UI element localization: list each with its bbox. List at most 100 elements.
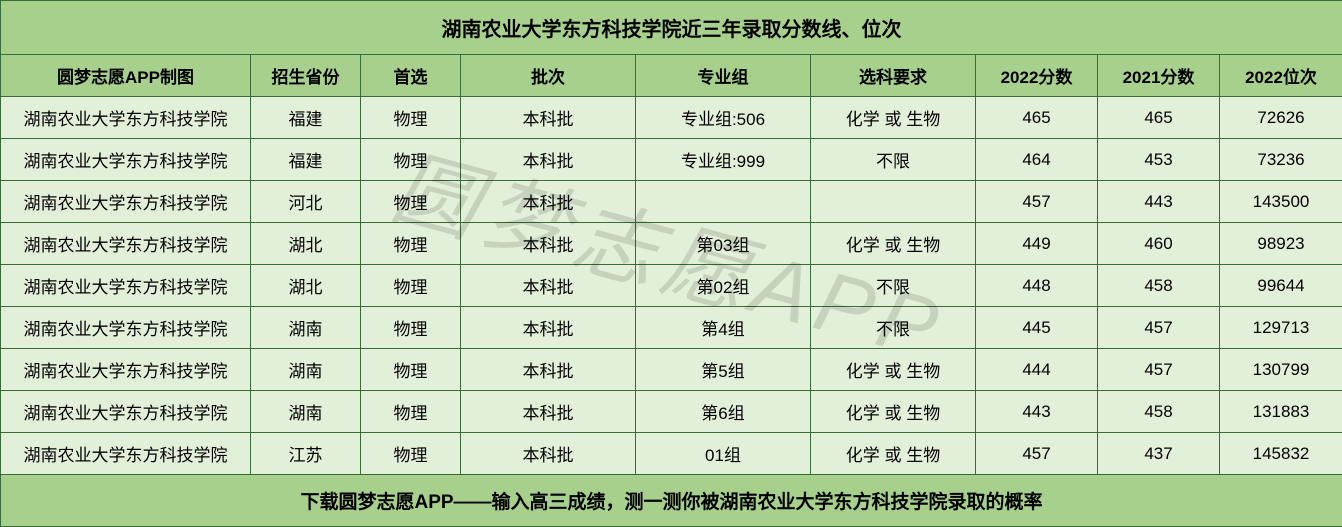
table-row: 湖南农业大学东方科技学院福建物理本科批专业组:506化学 或 生物4654657…	[1, 97, 1342, 139]
cell-rank2022: 129713	[1220, 307, 1342, 349]
cell-province: 福建	[251, 139, 361, 181]
cell-rank2022: 72626	[1220, 97, 1342, 139]
cell-score2021: 437	[1098, 433, 1220, 475]
cell-group: 专业组:999	[636, 139, 811, 181]
col-header-group: 专业组	[636, 55, 811, 97]
cell-req: 不限	[811, 307, 976, 349]
cell-rank2022: 73236	[1220, 139, 1342, 181]
cell-batch: 本科批	[461, 349, 636, 391]
table-row: 湖南农业大学东方科技学院福建物理本科批专业组:999不限46445373236	[1, 139, 1342, 181]
cell-score2022: 449	[976, 223, 1098, 265]
col-header-province: 招生省份	[251, 55, 361, 97]
cell-score2022: 444	[976, 349, 1098, 391]
col-header-first: 首选	[361, 55, 461, 97]
cell-score2022: 445	[976, 307, 1098, 349]
cell-score2021: 453	[1098, 139, 1220, 181]
table-row: 湖南农业大学东方科技学院湖北物理本科批第03组化学 或 生物4494609892…	[1, 223, 1342, 265]
col-header-rank2022: 2022位次	[1220, 55, 1342, 97]
cell-group: 第4组	[636, 307, 811, 349]
cell-province: 湖南	[251, 307, 361, 349]
table-title: 湖南农业大学东方科技学院近三年录取分数线、位次	[1, 1, 1342, 55]
col-header-req: 选科要求	[811, 55, 976, 97]
cell-score2022: 443	[976, 391, 1098, 433]
cell-province: 湖南	[251, 349, 361, 391]
cell-group: 第5组	[636, 349, 811, 391]
cell-first: 物理	[361, 265, 461, 307]
table-footer: 下载圆梦志愿APP——输入高三成绩，测一测你被湖南农业大学东方科技学院录取的概率	[1, 475, 1342, 527]
cell-first: 物理	[361, 307, 461, 349]
cell-batch: 本科批	[461, 97, 636, 139]
col-header-score2022: 2022分数	[976, 55, 1098, 97]
cell-group: 01组	[636, 433, 811, 475]
cell-batch: 本科批	[461, 391, 636, 433]
cell-batch: 本科批	[461, 223, 636, 265]
cell-score2022: 465	[976, 97, 1098, 139]
table-row: 湖南农业大学东方科技学院湖南物理本科批第5组化学 或 生物44445713079…	[1, 349, 1342, 391]
cell-group: 第02组	[636, 265, 811, 307]
table-row: 湖南农业大学东方科技学院湖北物理本科批第02组不限44845899644	[1, 265, 1342, 307]
header-row: 圆梦志愿APP制图 招生省份 首选 批次 专业组 选科要求 2022分数 202…	[1, 55, 1342, 97]
cell-req: 化学 或 生物	[811, 349, 976, 391]
cell-school: 湖南农业大学东方科技学院	[1, 433, 251, 475]
cell-province: 福建	[251, 97, 361, 139]
cell-province: 湖北	[251, 223, 361, 265]
cell-rank2022: 98923	[1220, 223, 1342, 265]
table-row: 湖南农业大学东方科技学院湖南物理本科批第6组化学 或 生物44345813188…	[1, 391, 1342, 433]
cell-school: 湖南农业大学东方科技学院	[1, 349, 251, 391]
cell-first: 物理	[361, 139, 461, 181]
cell-first: 物理	[361, 223, 461, 265]
table-row: 湖南农业大学东方科技学院江苏物理本科批01组化学 或 生物45743714583…	[1, 433, 1342, 475]
cell-score2021: 465	[1098, 97, 1220, 139]
cell-req: 化学 或 生物	[811, 97, 976, 139]
cell-rank2022: 145832	[1220, 433, 1342, 475]
cell-group: 第03组	[636, 223, 811, 265]
cell-score2021: 458	[1098, 265, 1220, 307]
table-row: 湖南农业大学东方科技学院河北物理本科批457443143500	[1, 181, 1342, 223]
cell-school: 湖南农业大学东方科技学院	[1, 307, 251, 349]
cell-req: 不限	[811, 139, 976, 181]
cell-group	[636, 181, 811, 223]
cell-province: 湖南	[251, 391, 361, 433]
cell-rank2022: 131883	[1220, 391, 1342, 433]
cell-school: 湖南农业大学东方科技学院	[1, 265, 251, 307]
cell-score2021: 458	[1098, 391, 1220, 433]
cell-school: 湖南农业大学东方科技学院	[1, 139, 251, 181]
cell-batch: 本科批	[461, 307, 636, 349]
cell-first: 物理	[361, 97, 461, 139]
cell-score2021: 457	[1098, 307, 1220, 349]
cell-batch: 本科批	[461, 265, 636, 307]
col-header-school: 圆梦志愿APP制图	[1, 55, 251, 97]
cell-rank2022: 143500	[1220, 181, 1342, 223]
title-row: 湖南农业大学东方科技学院近三年录取分数线、位次	[1, 1, 1342, 55]
cell-score2022: 457	[976, 181, 1098, 223]
col-header-score2021: 2021分数	[1098, 55, 1220, 97]
cell-first: 物理	[361, 391, 461, 433]
cell-rank2022: 99644	[1220, 265, 1342, 307]
cell-batch: 本科批	[461, 433, 636, 475]
cell-school: 湖南农业大学东方科技学院	[1, 391, 251, 433]
cell-first: 物理	[361, 181, 461, 223]
cell-req: 不限	[811, 265, 976, 307]
admission-table: 湖南农业大学东方科技学院近三年录取分数线、位次 圆梦志愿APP制图 招生省份 首…	[0, 0, 1342, 527]
cell-province: 河北	[251, 181, 361, 223]
cell-req: 化学 或 生物	[811, 433, 976, 475]
cell-req: 化学 或 生物	[811, 391, 976, 433]
cell-rank2022: 130799	[1220, 349, 1342, 391]
cell-req	[811, 181, 976, 223]
cell-first: 物理	[361, 433, 461, 475]
table-row: 湖南农业大学东方科技学院湖南物理本科批第4组不限445457129713	[1, 307, 1342, 349]
cell-first: 物理	[361, 349, 461, 391]
cell-province: 江苏	[251, 433, 361, 475]
cell-score2022: 457	[976, 433, 1098, 475]
cell-school: 湖南农业大学东方科技学院	[1, 97, 251, 139]
footer-row: 下载圆梦志愿APP——输入高三成绩，测一测你被湖南农业大学东方科技学院录取的概率	[1, 475, 1342, 527]
cell-group: 专业组:506	[636, 97, 811, 139]
table-container: 湖南农业大学东方科技学院近三年录取分数线、位次 圆梦志愿APP制图 招生省份 首…	[0, 0, 1342, 527]
cell-province: 湖北	[251, 265, 361, 307]
cell-batch: 本科批	[461, 139, 636, 181]
cell-score2022: 464	[976, 139, 1098, 181]
cell-group: 第6组	[636, 391, 811, 433]
cell-school: 湖南农业大学东方科技学院	[1, 223, 251, 265]
cell-req: 化学 或 生物	[811, 223, 976, 265]
cell-school: 湖南农业大学东方科技学院	[1, 181, 251, 223]
